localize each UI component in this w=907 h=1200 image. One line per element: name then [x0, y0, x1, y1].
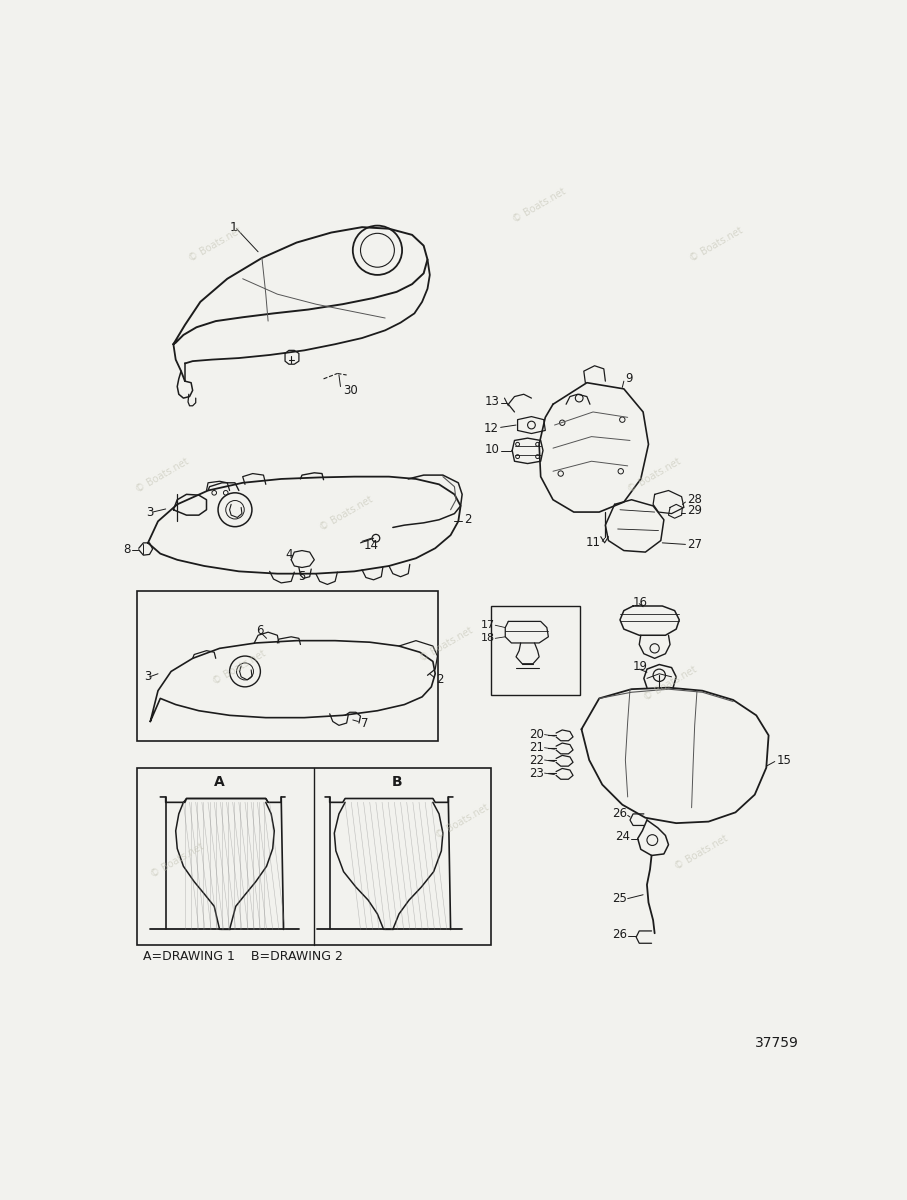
Text: 20: 20	[529, 728, 544, 742]
Text: 2: 2	[463, 514, 471, 527]
Text: © Boats.net: © Boats.net	[418, 625, 475, 664]
Text: 15: 15	[776, 754, 791, 767]
Text: 29: 29	[687, 504, 702, 517]
Text: © Boats.net: © Boats.net	[672, 833, 729, 871]
Text: © Boats.net: © Boats.net	[627, 456, 683, 494]
Text: 5: 5	[298, 570, 306, 583]
Text: 22: 22	[529, 754, 544, 767]
Text: 18: 18	[481, 634, 494, 643]
Text: 19: 19	[633, 660, 649, 672]
Text: 3: 3	[146, 505, 154, 518]
Text: 10: 10	[484, 443, 499, 456]
Text: © Boats.net: © Boats.net	[434, 803, 491, 841]
Text: 26: 26	[612, 808, 627, 821]
Text: B: B	[391, 774, 402, 788]
Text: © Boats.net: © Boats.net	[133, 456, 190, 494]
Text: A=DRAWING 1    B=DRAWING 2: A=DRAWING 1 B=DRAWING 2	[143, 950, 343, 962]
Text: 8: 8	[123, 544, 131, 557]
Text: 13: 13	[484, 396, 499, 408]
Text: 17: 17	[481, 620, 494, 630]
Text: © Boats.net: © Boats.net	[188, 224, 244, 263]
Text: 9: 9	[626, 372, 633, 384]
Text: 28: 28	[687, 493, 702, 506]
Text: 7: 7	[360, 716, 368, 730]
Text: © Boats.net: © Boats.net	[642, 664, 698, 702]
Text: 1: 1	[229, 221, 238, 234]
Text: 23: 23	[529, 767, 544, 780]
Text: 3: 3	[144, 671, 151, 683]
Text: 26: 26	[612, 928, 627, 941]
Text: 24: 24	[615, 830, 630, 844]
Text: © Boats.net: © Boats.net	[511, 186, 568, 224]
Text: A: A	[214, 774, 225, 788]
Text: 4: 4	[285, 548, 293, 560]
Text: © Boats.net: © Boats.net	[318, 494, 375, 533]
Text: 37759: 37759	[755, 1037, 799, 1050]
Text: 21: 21	[529, 742, 544, 754]
Text: 6: 6	[256, 624, 263, 637]
Text: © Boats.net: © Boats.net	[210, 648, 268, 686]
Text: 2: 2	[436, 673, 444, 685]
Text: © Boats.net: © Boats.net	[149, 841, 206, 880]
Text: 12: 12	[484, 422, 499, 436]
Text: 11: 11	[586, 536, 600, 550]
Text: © Boats.net: © Boats.net	[688, 224, 745, 263]
Text: 14: 14	[364, 540, 378, 552]
Text: 16: 16	[633, 595, 649, 608]
Text: 30: 30	[344, 384, 358, 397]
Text: 27: 27	[687, 538, 702, 551]
Text: 25: 25	[612, 892, 627, 905]
